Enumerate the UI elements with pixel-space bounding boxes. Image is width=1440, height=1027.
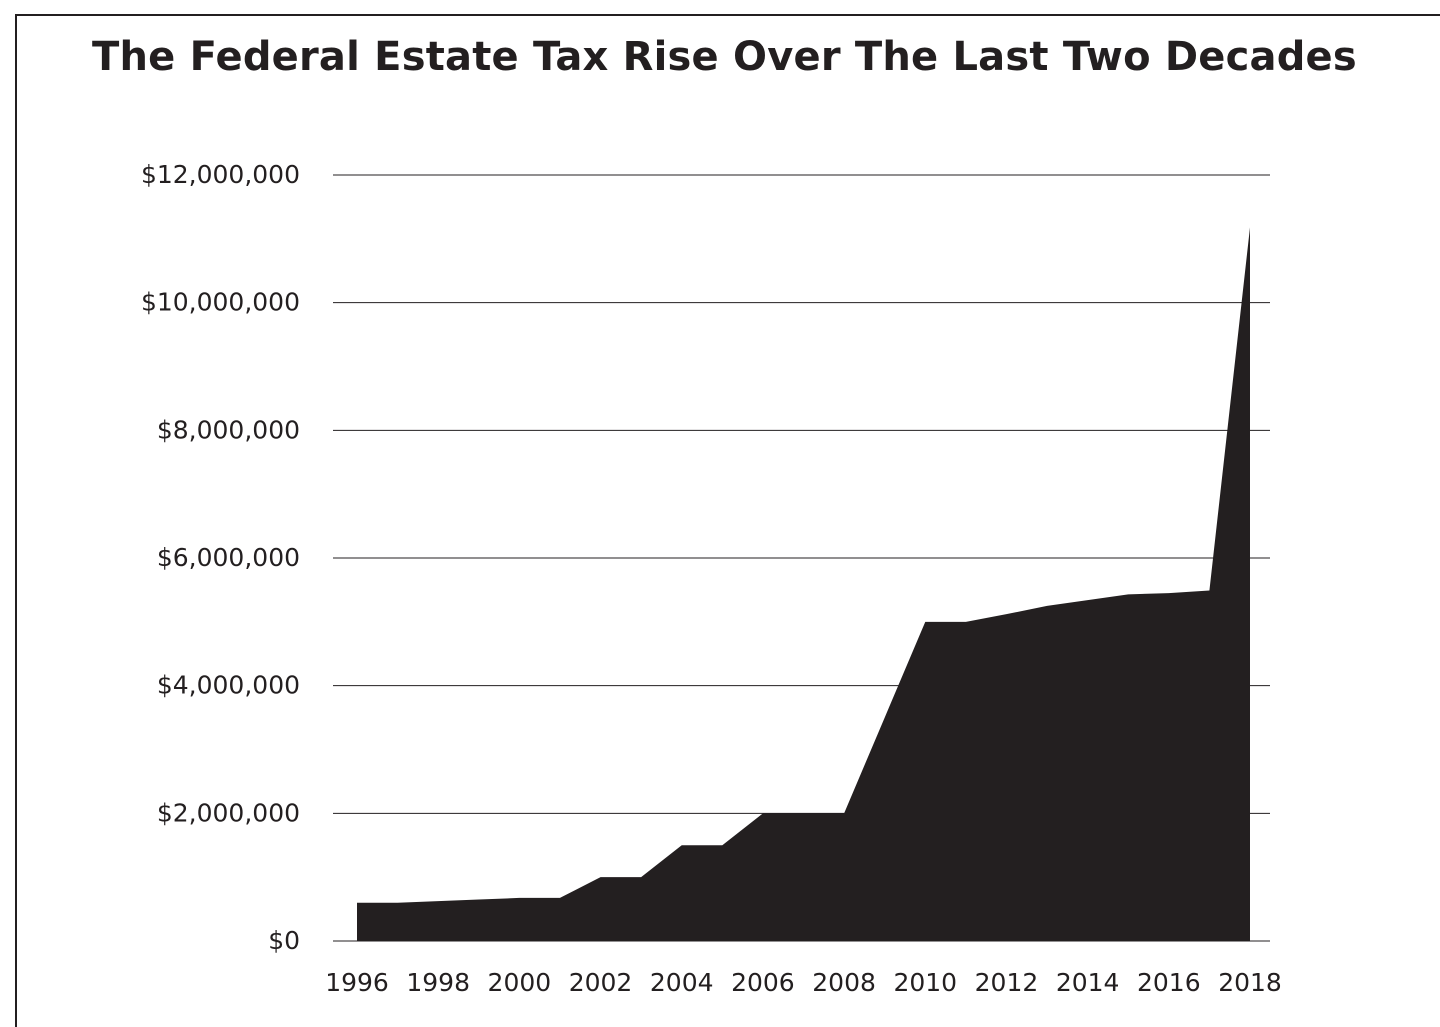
y-axis-ticks: $0 $2,000,000 $4,000,000 $6,000,000 $8,000,0… bbox=[141, 160, 300, 955]
area-fill bbox=[357, 227, 1250, 942]
x-tick-label: 2006 bbox=[731, 968, 795, 997]
y-tick-label: $10,000,000 bbox=[141, 288, 300, 317]
chart-title: The Federal Estate Tax Rise Over The Las… bbox=[92, 34, 1357, 80]
x-tick-label: 2016 bbox=[1137, 968, 1201, 997]
area-series bbox=[357, 227, 1250, 942]
y-tick-label: $0 bbox=[268, 926, 300, 955]
x-tick-label: 2010 bbox=[893, 968, 957, 997]
y-tick-label: $2,000,000 bbox=[157, 798, 300, 827]
y-tick-label: $8,000,000 bbox=[157, 415, 300, 444]
x-tick-label: 1998 bbox=[406, 968, 470, 997]
x-tick-label: 2014 bbox=[1056, 968, 1120, 997]
x-tick-label: 2008 bbox=[812, 968, 876, 997]
x-axis-ticks: 1996 1998 2000 2002 2004 2006 2008 2010 2012 2014… bbox=[325, 968, 1282, 997]
x-tick-label: 2018 bbox=[1218, 968, 1282, 997]
y-tick-label: $4,000,000 bbox=[157, 671, 300, 700]
x-tick-label: 2012 bbox=[975, 968, 1039, 997]
x-tick-label: 2000 bbox=[488, 968, 552, 997]
y-tick-label: $12,000,000 bbox=[141, 160, 300, 189]
x-tick-label: 2002 bbox=[569, 968, 633, 997]
y-tick-label: $6,000,000 bbox=[157, 543, 300, 572]
x-tick-label: 2004 bbox=[650, 968, 714, 997]
x-tick-label: 1996 bbox=[325, 968, 389, 997]
